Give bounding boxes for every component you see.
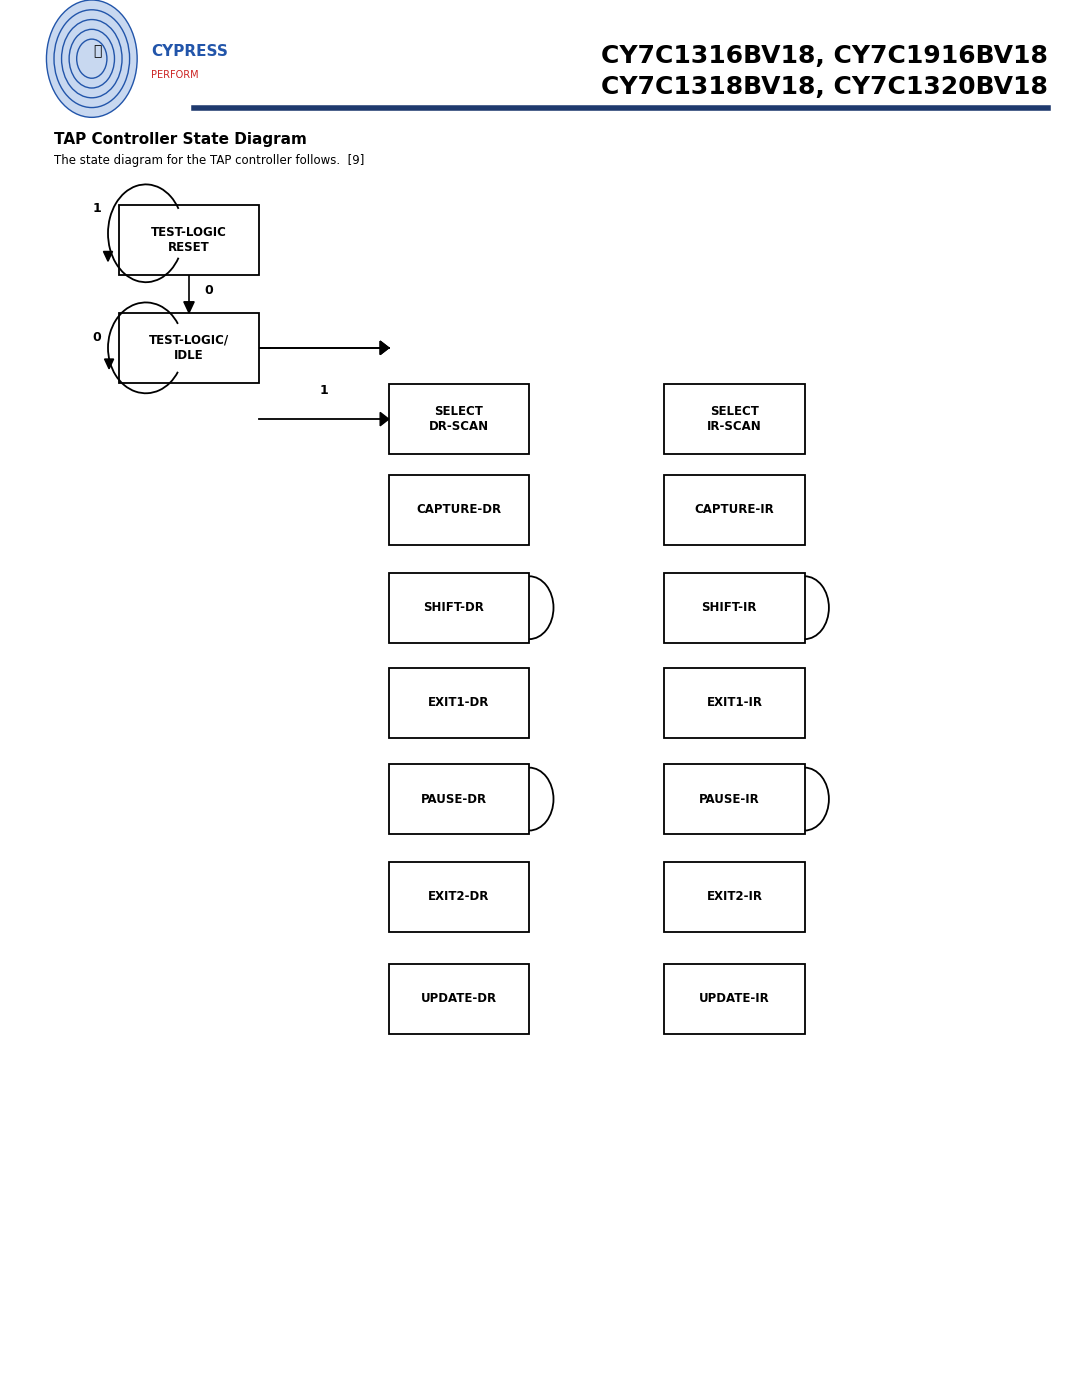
- Text: PERFORM: PERFORM: [151, 70, 199, 81]
- Text: SELECT
IR-SCAN: SELECT IR-SCAN: [707, 405, 761, 433]
- Bar: [664, 384, 805, 454]
- Text: CAPTURE-IR: CAPTURE-IR: [694, 503, 774, 517]
- Bar: [389, 384, 529, 454]
- Text: CAPTURE-DR: CAPTURE-DR: [417, 503, 501, 517]
- Text: SHIFT-DR: SHIFT-DR: [423, 601, 484, 615]
- Text: EXIT2-DR: EXIT2-DR: [429, 890, 489, 904]
- Bar: [119, 205, 259, 275]
- Text: 1: 1: [320, 384, 328, 397]
- Text: 1: 1: [93, 203, 102, 215]
- Bar: [389, 573, 529, 643]
- Bar: [119, 313, 259, 383]
- Bar: [664, 862, 805, 932]
- Bar: [389, 862, 529, 932]
- Text: EXIT1-IR: EXIT1-IR: [706, 696, 762, 710]
- Text: EXIT1-DR: EXIT1-DR: [429, 696, 489, 710]
- Bar: [664, 573, 805, 643]
- Polygon shape: [380, 412, 389, 426]
- Text: CY7C1316BV18, CY7C1916BV18: CY7C1316BV18, CY7C1916BV18: [600, 43, 1048, 68]
- Text: CY7C1318BV18, CY7C1320BV18: CY7C1318BV18, CY7C1320BV18: [600, 74, 1048, 99]
- Text: 0: 0: [204, 284, 213, 298]
- Text: UPDATE-DR: UPDATE-DR: [421, 992, 497, 1006]
- Text: SELECT
DR-SCAN: SELECT DR-SCAN: [429, 405, 489, 433]
- Polygon shape: [184, 302, 194, 313]
- Text: PAUSE-IR: PAUSE-IR: [699, 792, 759, 806]
- Text: TEST-LOGIC
RESET: TEST-LOGIC RESET: [151, 226, 227, 254]
- Text: The state diagram for the TAP controller follows.  [9]: The state diagram for the TAP controller…: [54, 154, 364, 168]
- Polygon shape: [105, 359, 113, 369]
- Bar: [389, 475, 529, 545]
- Circle shape: [46, 0, 137, 117]
- Bar: [389, 964, 529, 1034]
- Polygon shape: [104, 251, 112, 261]
- Text: PAUSE-DR: PAUSE-DR: [420, 792, 487, 806]
- Text: TAP Controller State Diagram: TAP Controller State Diagram: [54, 133, 307, 147]
- Bar: [664, 668, 805, 738]
- Text: SHIFT-IR: SHIFT-IR: [701, 601, 757, 615]
- Text: UPDATE-IR: UPDATE-IR: [699, 992, 770, 1006]
- Text: EXIT2-IR: EXIT2-IR: [706, 890, 762, 904]
- Text: 0: 0: [93, 331, 102, 344]
- Text: 🌲: 🌲: [93, 45, 102, 59]
- Bar: [664, 764, 805, 834]
- Bar: [664, 964, 805, 1034]
- Bar: [389, 668, 529, 738]
- Polygon shape: [380, 341, 389, 355]
- Text: CYPRESS: CYPRESS: [151, 45, 228, 59]
- Text: TEST-LOGIC/
IDLE: TEST-LOGIC/ IDLE: [149, 334, 229, 362]
- Bar: [664, 475, 805, 545]
- Bar: [389, 764, 529, 834]
- Polygon shape: [380, 341, 389, 355]
